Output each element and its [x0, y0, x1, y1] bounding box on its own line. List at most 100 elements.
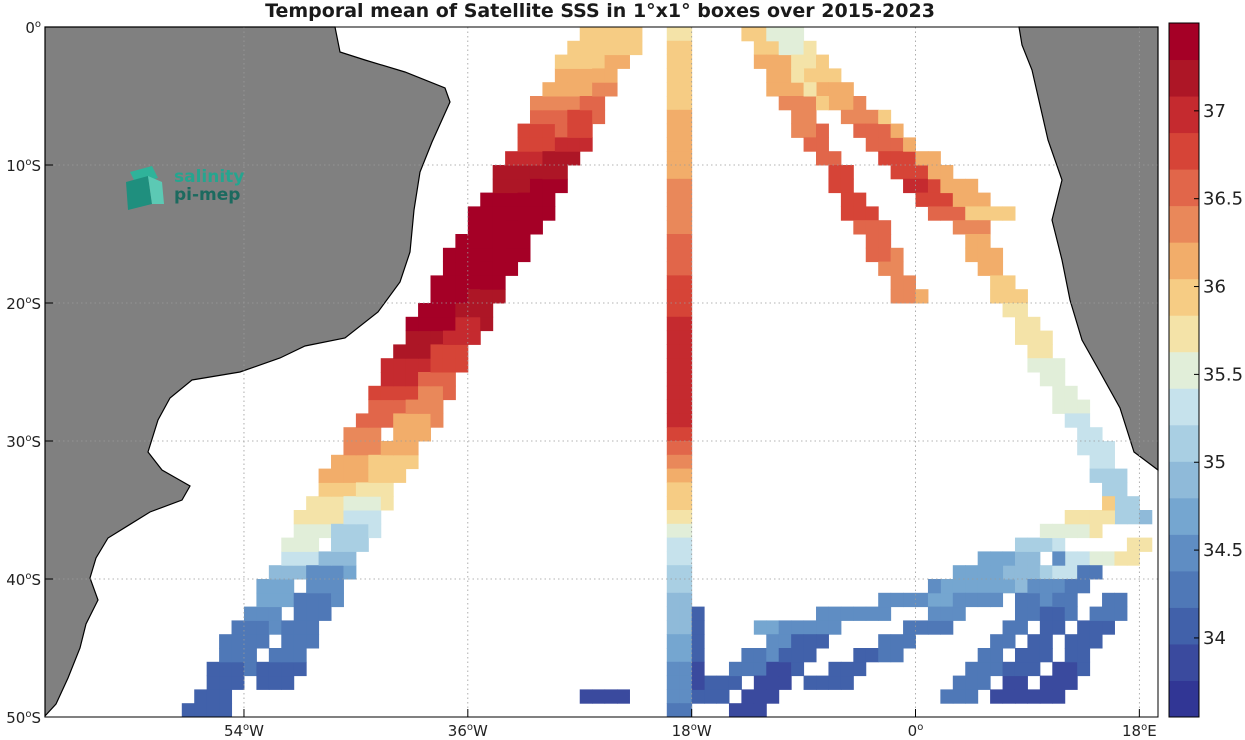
sss-cell [355, 496, 369, 511]
sss-cell [1052, 551, 1066, 566]
sss-cell [666, 220, 680, 235]
sss-cell [467, 316, 481, 332]
sss-cell [878, 220, 892, 235]
sss-cell [853, 123, 867, 138]
sss-cell [965, 178, 979, 194]
sss-cell [480, 261, 494, 276]
sss-cell [1052, 579, 1066, 594]
sss-cell [467, 275, 481, 290]
sss-cell [219, 634, 233, 649]
sss-cell [679, 537, 693, 552]
sss-cell [206, 689, 220, 704]
logo-line1: salinity [174, 167, 245, 187]
sss-cell [816, 137, 829, 152]
sss-cell [293, 661, 307, 677]
sss-cell [990, 247, 1004, 263]
sss-cell [865, 234, 879, 249]
sss-cell [306, 510, 320, 525]
sss-cell [318, 592, 332, 608]
sss-cell [1064, 523, 1078, 539]
sss-cell [592, 40, 606, 56]
sss-cell [1039, 372, 1053, 387]
sss-cell [691, 648, 705, 663]
sss-cell [554, 123, 568, 138]
sss-cell [952, 192, 966, 207]
sss-cell [1014, 661, 1028, 677]
sss-cell [355, 482, 369, 497]
sss-cell [679, 68, 693, 83]
sss-cell [604, 68, 618, 83]
sss-cell [666, 620, 680, 635]
sss-cell [965, 565, 979, 580]
sss-cell [442, 316, 456, 332]
sss-cell [1052, 606, 1066, 621]
sss-cell [940, 192, 954, 207]
colorbar-segment [1169, 242, 1199, 280]
sss-cell [243, 620, 257, 635]
sss-cell [952, 178, 966, 194]
sss-cell [1002, 275, 1016, 290]
sss-cell [355, 468, 369, 483]
sss-cell [268, 592, 282, 608]
sss-cell [505, 234, 519, 249]
sss-cell [679, 413, 693, 428]
sss-cell [766, 82, 780, 97]
sss-cell [666, 510, 680, 525]
sss-cell [666, 151, 680, 166]
sss-cell [1014, 289, 1028, 304]
sss-cell [666, 27, 680, 42]
sss-cell [778, 82, 792, 97]
logo-cube-icon [126, 166, 164, 210]
sss-cell [393, 399, 407, 414]
sss-cell [927, 165, 941, 180]
colorbar-tick-label: 35 [1203, 452, 1226, 473]
sss-cell [405, 413, 419, 428]
sss-cell [927, 151, 941, 166]
sss-cell [803, 123, 817, 138]
sss-cell [268, 661, 282, 677]
y-axis: 0o 10oS 20oS 30oS 40oS 50oS [6, 19, 53, 727]
sss-cell [355, 413, 369, 428]
sss-cell [505, 220, 519, 235]
sss-cell [990, 206, 1004, 221]
sss-cell [393, 372, 407, 387]
sss-cell [380, 413, 394, 428]
sss-cell [542, 82, 556, 97]
sss-cell [1027, 330, 1041, 345]
sss-cell [343, 482, 357, 497]
sss-cell [1089, 606, 1103, 621]
sss-cell [194, 689, 208, 704]
sss-cell [704, 675, 718, 690]
sss-cell [816, 96, 829, 111]
sss-cell [1102, 441, 1115, 456]
sss-cell [1027, 592, 1041, 608]
sss-cell [355, 523, 369, 539]
sss-cell [977, 675, 991, 690]
sss-cell [380, 385, 394, 401]
sss-cell [1102, 551, 1115, 566]
sss-cell [915, 620, 929, 635]
sss-cell [492, 192, 506, 207]
sss-cell [579, 40, 593, 56]
sss-cell [915, 151, 929, 166]
sss-cell [878, 109, 892, 125]
sss-cell [418, 316, 432, 332]
sss-cell [1064, 579, 1078, 594]
sss-cell [1002, 579, 1016, 594]
sss-cell [753, 661, 767, 677]
sss-cell [442, 303, 456, 318]
sss-cell [816, 54, 829, 69]
sss-cell [666, 261, 680, 276]
sss-cell [1077, 620, 1091, 635]
map-frame [44, 26, 1159, 718]
sss-cell [766, 54, 780, 69]
sss-cell [666, 592, 680, 608]
sss-cell [679, 468, 693, 483]
sss-cell [878, 137, 892, 152]
sss-cell [1126, 551, 1140, 566]
sss-cell [306, 537, 320, 552]
sss-cell [480, 316, 494, 332]
sss-cell [952, 606, 966, 621]
sss-cell [679, 358, 693, 373]
